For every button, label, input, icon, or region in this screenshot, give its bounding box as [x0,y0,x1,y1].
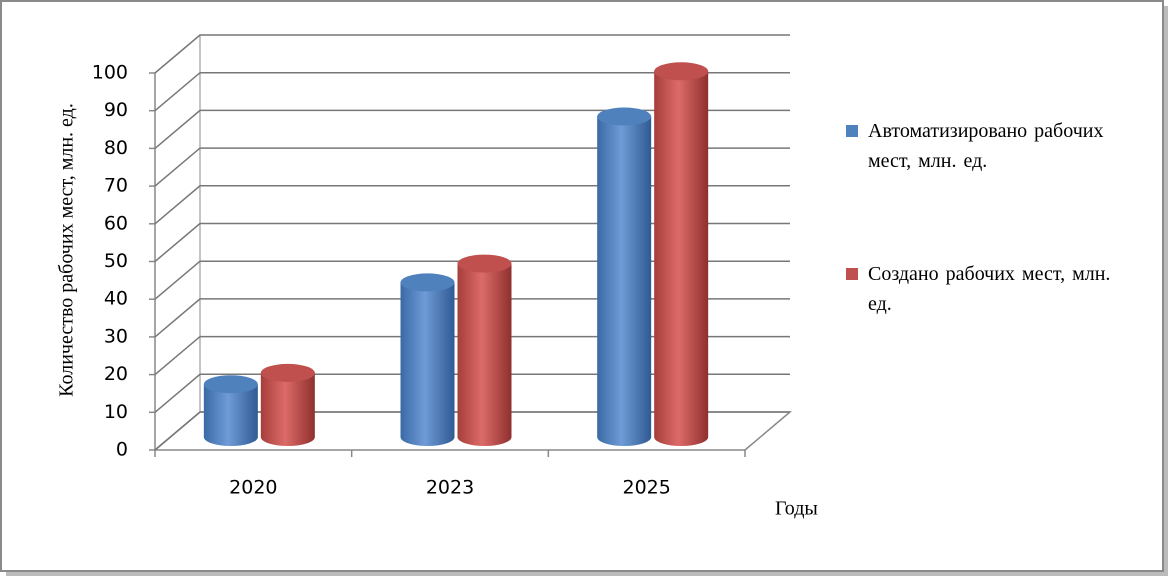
bar [400,282,455,446]
bar-top [400,273,455,292]
grid-line [154,373,790,413]
x-axis-title: Годы [775,498,818,520]
grid-line [154,147,790,187]
y-tick-label: 20 [104,363,128,385]
bar-top [654,62,709,81]
y-tick-label: 50 [104,250,128,272]
x-tick-label: 2025 [622,477,670,499]
bar [597,116,652,447]
shadow [1164,6,1168,576]
bar [260,372,315,446]
legend-item: Автоматизировано рабочих мест, млн. ед. [846,116,1118,176]
y-tick-label: 0 [116,439,128,461]
x-tick-label: 2023 [426,477,474,499]
y-tick-label: 60 [104,212,128,234]
y-tick-label: 90 [104,99,128,121]
y-tick-label: 40 [104,288,128,310]
grid-line [154,335,790,376]
y-tick-label: 10 [104,401,128,423]
bar-top [457,254,512,273]
legend-item: Создано рабочих мест, млн. ед. [846,259,1118,319]
y-tick-label: 30 [104,325,128,347]
legend-swatch [846,125,858,137]
bar [203,384,258,446]
y-tick-label: 100 [92,62,128,84]
grid-line [154,411,790,451]
bar-top [597,107,652,126]
grid-line [154,185,790,225]
grid-line [154,222,790,263]
bar-top [260,363,315,382]
legend-label: Создано рабочих мест, млн. ед. [868,263,1111,315]
grid-line [154,34,790,74]
grid-line [154,260,790,300]
legend-swatch [846,268,858,280]
grid-line [154,71,790,112]
bar [457,263,512,446]
legend-label: Автоматизировано рабочих мест, млн. ед. [868,120,1104,172]
y-axis-title: Количество рабочих мест, млн. ед. [56,103,78,397]
bar-top [203,375,258,394]
plot-area: 0 10 20 30 40 50 60 70 80 90 100 2020 2023 2025 [92,34,793,499]
shadow [6,572,1168,576]
grid-line [154,109,790,149]
bar [654,71,709,446]
y-tick-label: 80 [104,137,128,159]
grid-line [154,298,790,338]
y-tick-label: 70 [104,175,128,197]
x-tick-label: 2020 [229,477,277,499]
